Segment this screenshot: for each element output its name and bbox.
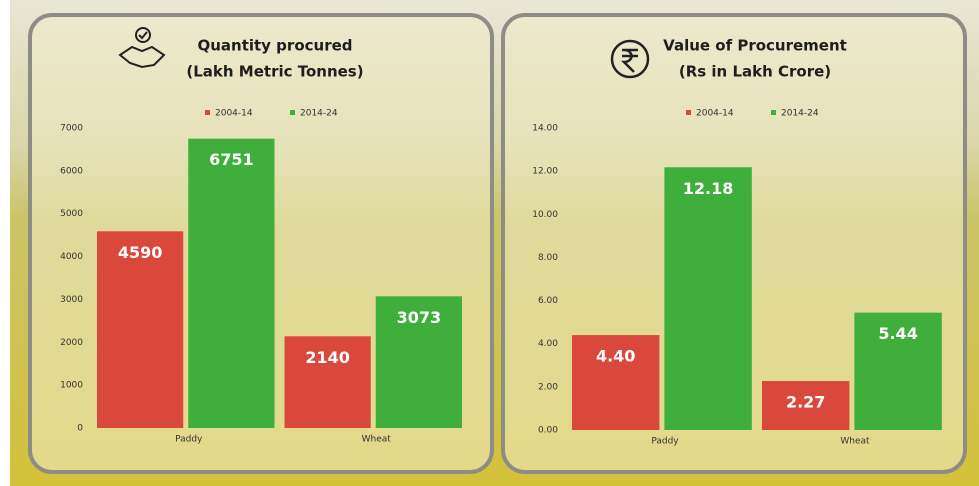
chart-subtitle: (Rs in Lakh Crore): [679, 63, 831, 81]
x-tick-label: Wheat: [362, 435, 392, 445]
chart-title: Value of Procurement: [663, 37, 847, 55]
x-tick-label: Wheat: [840, 437, 870, 447]
chart-title: Quantity procured: [197, 37, 352, 55]
value-label: 2140: [305, 348, 350, 367]
legend-label: 2014-24: [300, 109, 338, 119]
y-tick-label: 12.00: [532, 167, 558, 177]
y-tick-label: 10.00: [532, 210, 558, 220]
y-tick-label: 8.00: [538, 253, 558, 263]
y-tick-label: 4.00: [538, 339, 558, 349]
y-tick-label: 2000: [60, 338, 83, 348]
y-tick-label: 6.00: [538, 296, 558, 306]
y-tick-label: 5000: [60, 209, 83, 219]
page: {"chart_data": [ {"type": "bar", "title"…: [0, 0, 979, 486]
y-tick-label: 0: [77, 424, 83, 434]
y-tick-label: 2.00: [538, 382, 558, 392]
y-tick-label: 7000: [60, 124, 83, 134]
bar: [664, 167, 751, 430]
value-label: 12.18: [683, 179, 734, 198]
legend-swatch: [205, 110, 210, 115]
value-label: 4.40: [596, 347, 635, 366]
chart: Quantity procured (Lakh Metric Tonnes) V…: [0, 0, 979, 486]
y-tick-label: 14.00: [532, 124, 558, 134]
bar: [188, 139, 274, 428]
x-tick-label: Paddy: [651, 437, 679, 447]
value-label: 4590: [118, 243, 163, 262]
x-tick-label: Paddy: [175, 435, 203, 445]
value-label: 2.27: [786, 393, 825, 412]
value-label: 3073: [397, 308, 442, 327]
y-tick-label: 3000: [60, 295, 83, 305]
chart-subtitle: (Lakh Metric Tonnes): [186, 63, 363, 81]
value-label: 6751: [209, 150, 254, 169]
legend-swatch: [290, 110, 295, 115]
legend-label: 2004-14: [215, 109, 253, 119]
y-tick-label: 6000: [60, 166, 83, 176]
legend-swatch: [686, 110, 691, 115]
y-tick-label: 1000: [60, 381, 83, 391]
legend-label: 2014-24: [781, 109, 819, 119]
y-tick-label: 0.00: [538, 426, 558, 436]
y-tick-label: 4000: [60, 252, 83, 262]
value-label: 5.44: [878, 324, 917, 343]
legend-swatch: [771, 110, 776, 115]
legend-label: 2004-14: [696, 109, 734, 119]
